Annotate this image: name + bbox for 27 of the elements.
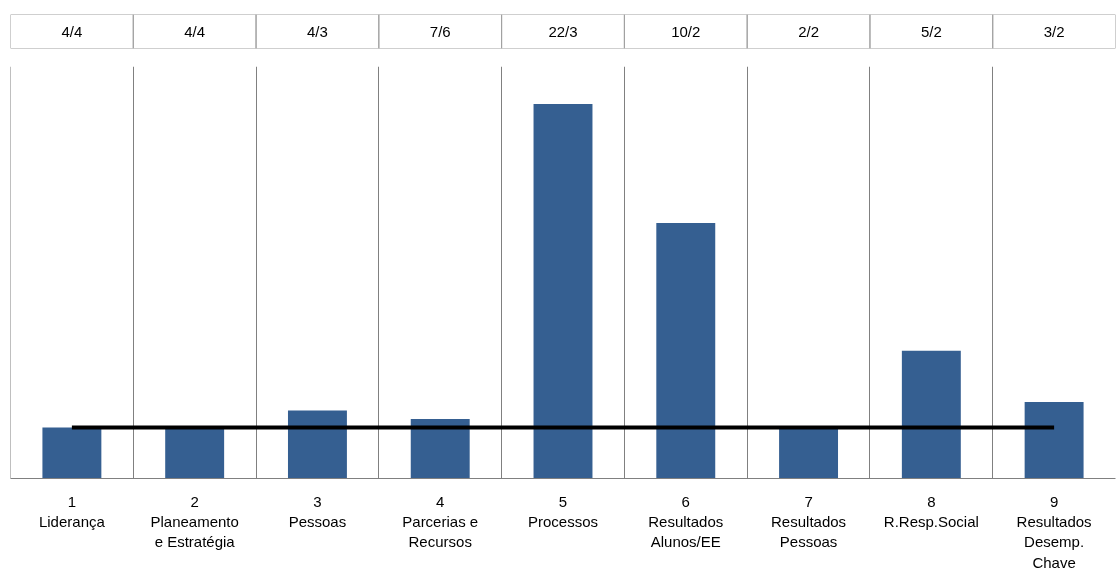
data-label: 7/6 bbox=[429, 23, 451, 40]
x-tick-label: 4 Parcerias e Recursos bbox=[402, 492, 479, 551]
bar bbox=[656, 223, 716, 479]
x-tick-label: 6 Resultados Alunos/EE bbox=[648, 492, 724, 551]
x-tick-label: 3 Pessoas bbox=[288, 492, 347, 530]
data-label: 22/3 bbox=[548, 23, 578, 40]
data-label: 10/2 bbox=[671, 23, 701, 40]
bar bbox=[165, 427, 225, 479]
data-label: 5/2 bbox=[920, 23, 942, 40]
data-label: 2/2 bbox=[798, 23, 819, 40]
x-tick-label: 1 Liderança bbox=[38, 492, 106, 530]
bar bbox=[410, 418, 470, 479]
data-label: 3/2 bbox=[1043, 23, 1065, 40]
data-label: 4/3 bbox=[307, 23, 328, 40]
data-label: 4/4 bbox=[184, 23, 206, 40]
x-tick-label: 5 Processos bbox=[527, 492, 599, 530]
x-tick-label: 2 Planeamento e Estratégia bbox=[150, 492, 239, 551]
x-tick-label: 8 R.Resp.Social bbox=[883, 492, 979, 530]
bar bbox=[533, 103, 593, 479]
bar bbox=[42, 427, 102, 479]
bar bbox=[287, 410, 347, 479]
data-label: 4/4 bbox=[61, 23, 83, 40]
x-tick-label: 7 Resultados Pessoas bbox=[771, 492, 847, 551]
bar bbox=[901, 350, 961, 479]
x-tick-label: 9 Resultados Desemp. Chave bbox=[1016, 492, 1092, 571]
bar bbox=[1024, 401, 1084, 479]
bar bbox=[779, 427, 839, 479]
